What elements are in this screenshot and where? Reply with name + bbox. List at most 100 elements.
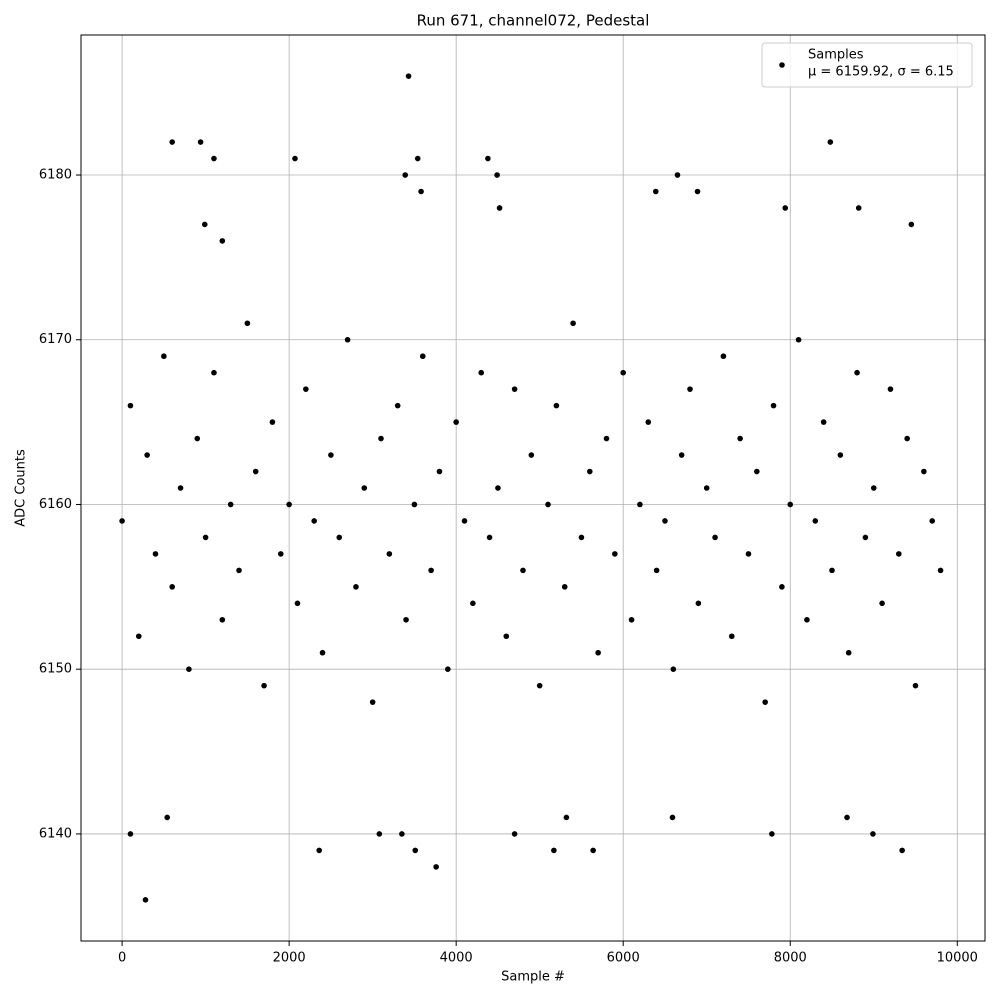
chart-title: Run 671, channel072, Pedestal xyxy=(417,12,650,30)
point xyxy=(674,172,681,178)
point xyxy=(411,501,418,508)
point xyxy=(612,551,618,557)
point xyxy=(908,221,915,228)
point xyxy=(277,551,284,557)
point xyxy=(578,534,585,541)
point xyxy=(433,864,439,870)
point xyxy=(628,616,635,623)
point xyxy=(652,188,659,195)
point xyxy=(197,139,204,145)
point xyxy=(399,831,405,837)
point xyxy=(144,452,150,458)
point xyxy=(344,336,351,343)
point xyxy=(762,699,768,705)
point xyxy=(511,386,518,392)
point xyxy=(561,584,568,590)
point xyxy=(494,172,500,178)
point xyxy=(418,188,424,195)
point xyxy=(779,584,785,590)
point xyxy=(770,402,777,409)
point xyxy=(186,666,192,672)
point xyxy=(862,534,869,541)
point xyxy=(904,435,910,442)
point xyxy=(520,567,526,574)
point xyxy=(662,518,668,524)
point xyxy=(219,238,226,244)
point xyxy=(503,633,510,640)
point xyxy=(570,320,576,327)
point xyxy=(495,485,501,491)
point xyxy=(376,831,383,837)
point xyxy=(586,468,593,475)
point xyxy=(653,567,660,574)
point xyxy=(127,831,134,837)
point xyxy=(553,402,560,409)
point xyxy=(769,831,775,837)
point xyxy=(292,155,298,162)
point xyxy=(921,468,927,475)
point xyxy=(795,336,802,343)
y-axis-label: ADC Counts xyxy=(14,449,29,527)
point xyxy=(219,616,226,623)
legend-marker xyxy=(779,62,785,68)
point xyxy=(436,468,443,475)
point xyxy=(294,600,301,607)
point xyxy=(328,452,334,458)
point xyxy=(820,419,827,425)
point xyxy=(453,419,459,425)
point xyxy=(461,518,468,524)
point xyxy=(211,155,217,162)
y-tick-label: 6160 xyxy=(39,497,72,512)
point xyxy=(445,666,451,672)
point xyxy=(164,814,170,821)
point xyxy=(899,847,905,854)
legend-label: Samples xyxy=(808,48,864,63)
y-tick-label: 6150 xyxy=(39,662,72,677)
point xyxy=(269,419,276,425)
x-tick-label: 10000 xyxy=(937,951,978,966)
y-tick-label: 6170 xyxy=(39,332,72,347)
point xyxy=(252,468,259,475)
point xyxy=(844,814,850,821)
point xyxy=(854,369,860,376)
y-tick-label: 6140 xyxy=(39,826,72,841)
point xyxy=(645,419,652,425)
point xyxy=(127,402,134,409)
point xyxy=(595,649,601,656)
point xyxy=(511,831,518,837)
point xyxy=(286,501,292,508)
point xyxy=(316,847,322,854)
point xyxy=(402,172,409,178)
point xyxy=(845,649,852,656)
point xyxy=(536,682,543,689)
x-tick-label: 6000 xyxy=(607,951,640,966)
legend-note: μ = 6159.92, σ = 6.15 xyxy=(808,65,954,80)
point xyxy=(937,567,944,574)
point xyxy=(678,452,685,458)
point xyxy=(201,221,208,228)
point xyxy=(887,386,894,392)
point xyxy=(720,353,727,360)
point xyxy=(485,155,491,162)
point xyxy=(211,369,217,376)
point xyxy=(369,699,376,705)
point xyxy=(142,897,149,903)
point xyxy=(829,567,835,574)
point xyxy=(119,518,125,524)
point xyxy=(486,534,493,541)
y-tick-label: 6180 xyxy=(39,168,72,183)
point xyxy=(687,386,693,392)
point xyxy=(737,435,743,442)
point xyxy=(695,600,702,607)
point xyxy=(336,534,343,541)
point xyxy=(563,814,570,821)
point xyxy=(244,320,251,327)
point xyxy=(728,633,735,640)
point xyxy=(837,452,844,458)
legend-box xyxy=(761,42,973,88)
point xyxy=(470,600,476,607)
point xyxy=(912,682,919,689)
